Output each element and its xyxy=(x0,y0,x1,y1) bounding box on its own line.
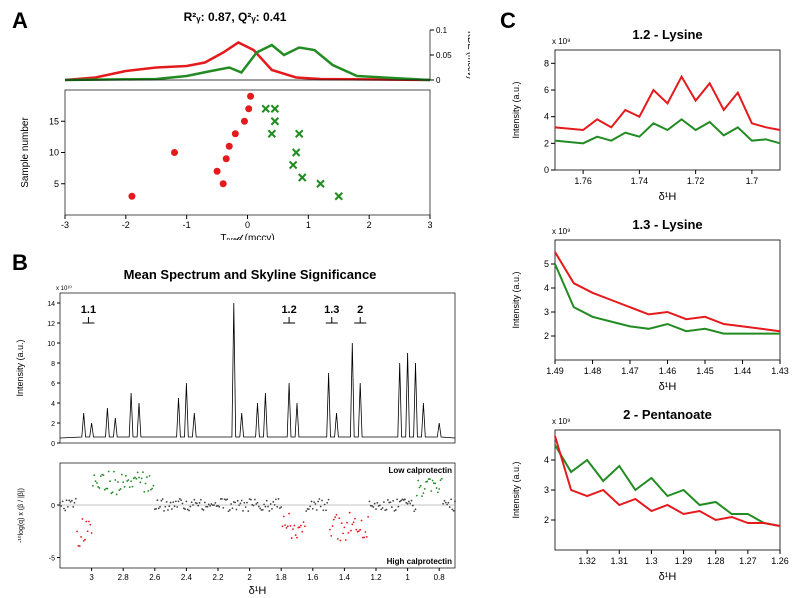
svg-text:2: 2 xyxy=(357,304,363,316)
svg-text:Sample number: Sample number xyxy=(20,117,31,188)
svg-text:δ¹H: δ¹H xyxy=(659,381,677,393)
panel-a-stats: R²ᵧ: 0.87, Q²ᵧ: 0.41 xyxy=(135,10,335,24)
svg-text:8: 8 xyxy=(544,58,549,68)
svg-text:2.8: 2.8 xyxy=(118,573,130,582)
svg-text:4: 4 xyxy=(544,283,549,293)
svg-text:1.4: 1.4 xyxy=(339,573,351,582)
svg-text:High calprotectin: High calprotectin xyxy=(387,557,452,566)
svg-text:Intensity (a.u.): Intensity (a.u.) xyxy=(15,339,25,396)
svg-text:1.43: 1.43 xyxy=(771,366,789,376)
svg-text:2: 2 xyxy=(544,138,549,148)
svg-text:4: 4 xyxy=(51,401,55,408)
svg-text:1.28: 1.28 xyxy=(707,556,725,566)
svg-text:14: 14 xyxy=(47,301,55,308)
svg-text:2: 2 xyxy=(51,421,55,428)
svg-text:8: 8 xyxy=(51,361,55,368)
svg-text:Tₚᵣₑ𝒹 (mccv): Tₚᵣₑ𝒹 (mccv) xyxy=(220,233,274,240)
svg-text:1.46: 1.46 xyxy=(659,366,677,376)
panel-c-chart-3: 2 - Pentanoate x 10⁹ 1.32 1.31 1.3 1.29 1.28 1.… xyxy=(505,405,795,585)
svg-text:0.1: 0.1 xyxy=(436,26,448,35)
svg-text:6: 6 xyxy=(51,381,55,388)
svg-text:5: 5 xyxy=(544,259,549,269)
svg-text:1.3: 1.3 xyxy=(324,304,339,316)
svg-text:δ¹H: δ¹H xyxy=(659,191,677,203)
svg-text:5: 5 xyxy=(54,179,59,189)
svg-text:6: 6 xyxy=(544,85,549,95)
svg-text:4: 4 xyxy=(544,112,549,122)
svg-text:12: 12 xyxy=(47,321,55,328)
svg-text:1.27: 1.27 xyxy=(739,556,757,566)
svg-text:1.3: 1.3 xyxy=(645,556,658,566)
svg-text:0: 0 xyxy=(245,220,250,230)
svg-text:0.05: 0.05 xyxy=(436,51,452,60)
svg-text:1.31: 1.31 xyxy=(611,556,629,566)
svg-text:1.2: 1.2 xyxy=(370,573,382,582)
svg-text:x 10⁹: x 10⁹ xyxy=(552,37,571,46)
svg-text:2.2: 2.2 xyxy=(212,573,224,582)
svg-text:1.48: 1.48 xyxy=(584,366,602,376)
svg-text:x 10¹⁰: x 10¹⁰ xyxy=(56,285,72,292)
svg-text:2.4: 2.4 xyxy=(181,573,193,582)
svg-text:3: 3 xyxy=(427,220,432,230)
svg-text:-¹⁰log(q) x (β / |β|): -¹⁰log(q) x (β / |β|) xyxy=(17,488,25,543)
panel-c-chart-2: 1.3 - Lysine x 10⁹ 1.49 1.48 1.47 1.46 1.45 1.4… xyxy=(505,215,795,395)
svg-text:3: 3 xyxy=(89,573,94,582)
svg-text:1.2 - Lysine: 1.2 - Lysine xyxy=(632,27,702,42)
svg-text:0.8: 0.8 xyxy=(434,573,446,582)
svg-text:1.8: 1.8 xyxy=(276,573,288,582)
svg-text:Intensity (a.u.): Intensity (a.u.) xyxy=(511,81,521,138)
svg-text:1: 1 xyxy=(306,220,311,230)
svg-text:10: 10 xyxy=(49,148,59,158)
svg-text:Intensity (a.u.): Intensity (a.u.) xyxy=(511,461,521,518)
svg-text:1.6: 1.6 xyxy=(307,573,319,582)
svg-text:-3: -3 xyxy=(61,220,69,230)
svg-text:x 10⁹: x 10⁹ xyxy=(552,227,571,236)
svg-text:15: 15 xyxy=(49,116,59,126)
svg-text:1.49: 1.49 xyxy=(546,366,564,376)
panel-c-chart-1: 1.2 - Lysine x 10⁹ 1.76 1.74 1.72 1.7 0 2 4 6 8 δ¹H… xyxy=(505,25,795,205)
svg-text:1.44: 1.44 xyxy=(734,366,752,376)
svg-text:4: 4 xyxy=(544,455,549,465)
svg-text:10: 10 xyxy=(47,341,55,348)
svg-text:-1: -1 xyxy=(183,220,191,230)
svg-text:1.76: 1.76 xyxy=(574,176,592,186)
svg-text:3: 3 xyxy=(544,485,549,495)
svg-text:0: 0 xyxy=(51,441,55,448)
svg-text:1.3 - Lysine: 1.3 - Lysine xyxy=(632,217,702,232)
svg-text:1.32: 1.32 xyxy=(578,556,596,566)
svg-text:1.2: 1.2 xyxy=(281,304,296,316)
svg-text:Intensity (a.u.): Intensity (a.u.) xyxy=(511,271,521,328)
svg-text:0: 0 xyxy=(544,165,549,175)
svg-text:KDE (mccv): KDE (mccv) xyxy=(466,31,470,79)
svg-text:1.74: 1.74 xyxy=(631,176,649,186)
svg-text:-5: -5 xyxy=(49,556,55,563)
svg-text:1.47: 1.47 xyxy=(621,366,639,376)
svg-text:1.7: 1.7 xyxy=(746,176,759,186)
svg-text:3: 3 xyxy=(544,307,549,317)
panel-a-chart: 0 0.05 0.1 KDE (mccv) -3 -2 -1 0 1 2 3 5 10 15 Tₚᵣₑ𝒹 (… xyxy=(10,25,470,240)
svg-text:Low calprotectin: Low calprotectin xyxy=(388,466,452,475)
svg-text:2: 2 xyxy=(544,331,549,341)
svg-text:-2: -2 xyxy=(122,220,130,230)
svg-text:2.6: 2.6 xyxy=(149,573,161,582)
svg-text:0: 0 xyxy=(436,76,441,85)
svg-text:1.29: 1.29 xyxy=(675,556,693,566)
panel-b-label: B xyxy=(12,250,28,276)
svg-text:1.72: 1.72 xyxy=(687,176,705,186)
svg-text:1.26: 1.26 xyxy=(771,556,789,566)
svg-text:x 10⁹: x 10⁹ xyxy=(552,417,571,426)
svg-text:1.1: 1.1 xyxy=(81,304,96,316)
svg-text:0: 0 xyxy=(51,503,55,510)
panel-b-chart: 02468101214x 10¹⁰Intensity (a.u.)1.11.21… xyxy=(5,278,475,598)
svg-text:δ¹H: δ¹H xyxy=(659,571,677,583)
svg-text:2: 2 xyxy=(367,220,372,230)
svg-text:2: 2 xyxy=(544,515,549,525)
svg-text:2 - Pentanoate: 2 - Pentanoate xyxy=(623,407,712,422)
svg-text:δ¹H: δ¹H xyxy=(249,585,267,597)
svg-text:1.45: 1.45 xyxy=(696,366,714,376)
svg-text:1: 1 xyxy=(405,573,410,582)
svg-text:2: 2 xyxy=(247,573,252,582)
